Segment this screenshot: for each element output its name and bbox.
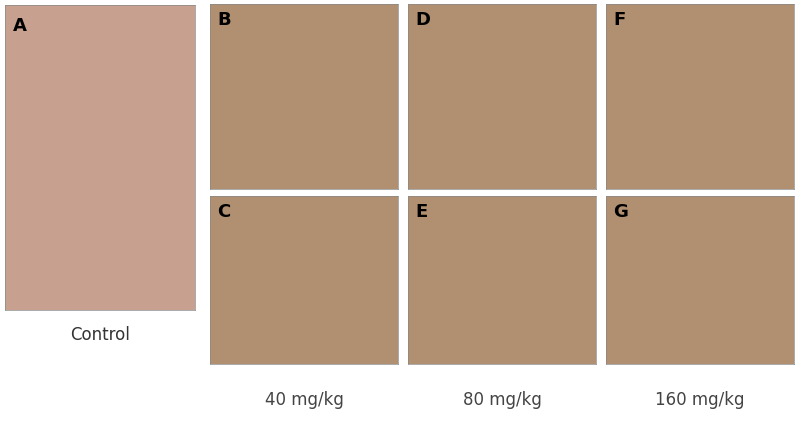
Text: D: D <box>416 12 431 30</box>
Text: E: E <box>416 203 428 221</box>
Text: C: C <box>218 203 231 221</box>
Text: Control: Control <box>70 326 130 344</box>
Text: F: F <box>613 12 626 30</box>
Text: 80 mg/kg: 80 mg/kg <box>463 391 541 409</box>
Text: 160 mg/kg: 160 mg/kg <box>655 391 744 409</box>
Text: B: B <box>218 12 231 30</box>
Text: A: A <box>13 17 27 35</box>
Text: 40 mg/kg: 40 mg/kg <box>265 391 343 409</box>
Text: G: G <box>613 203 629 221</box>
